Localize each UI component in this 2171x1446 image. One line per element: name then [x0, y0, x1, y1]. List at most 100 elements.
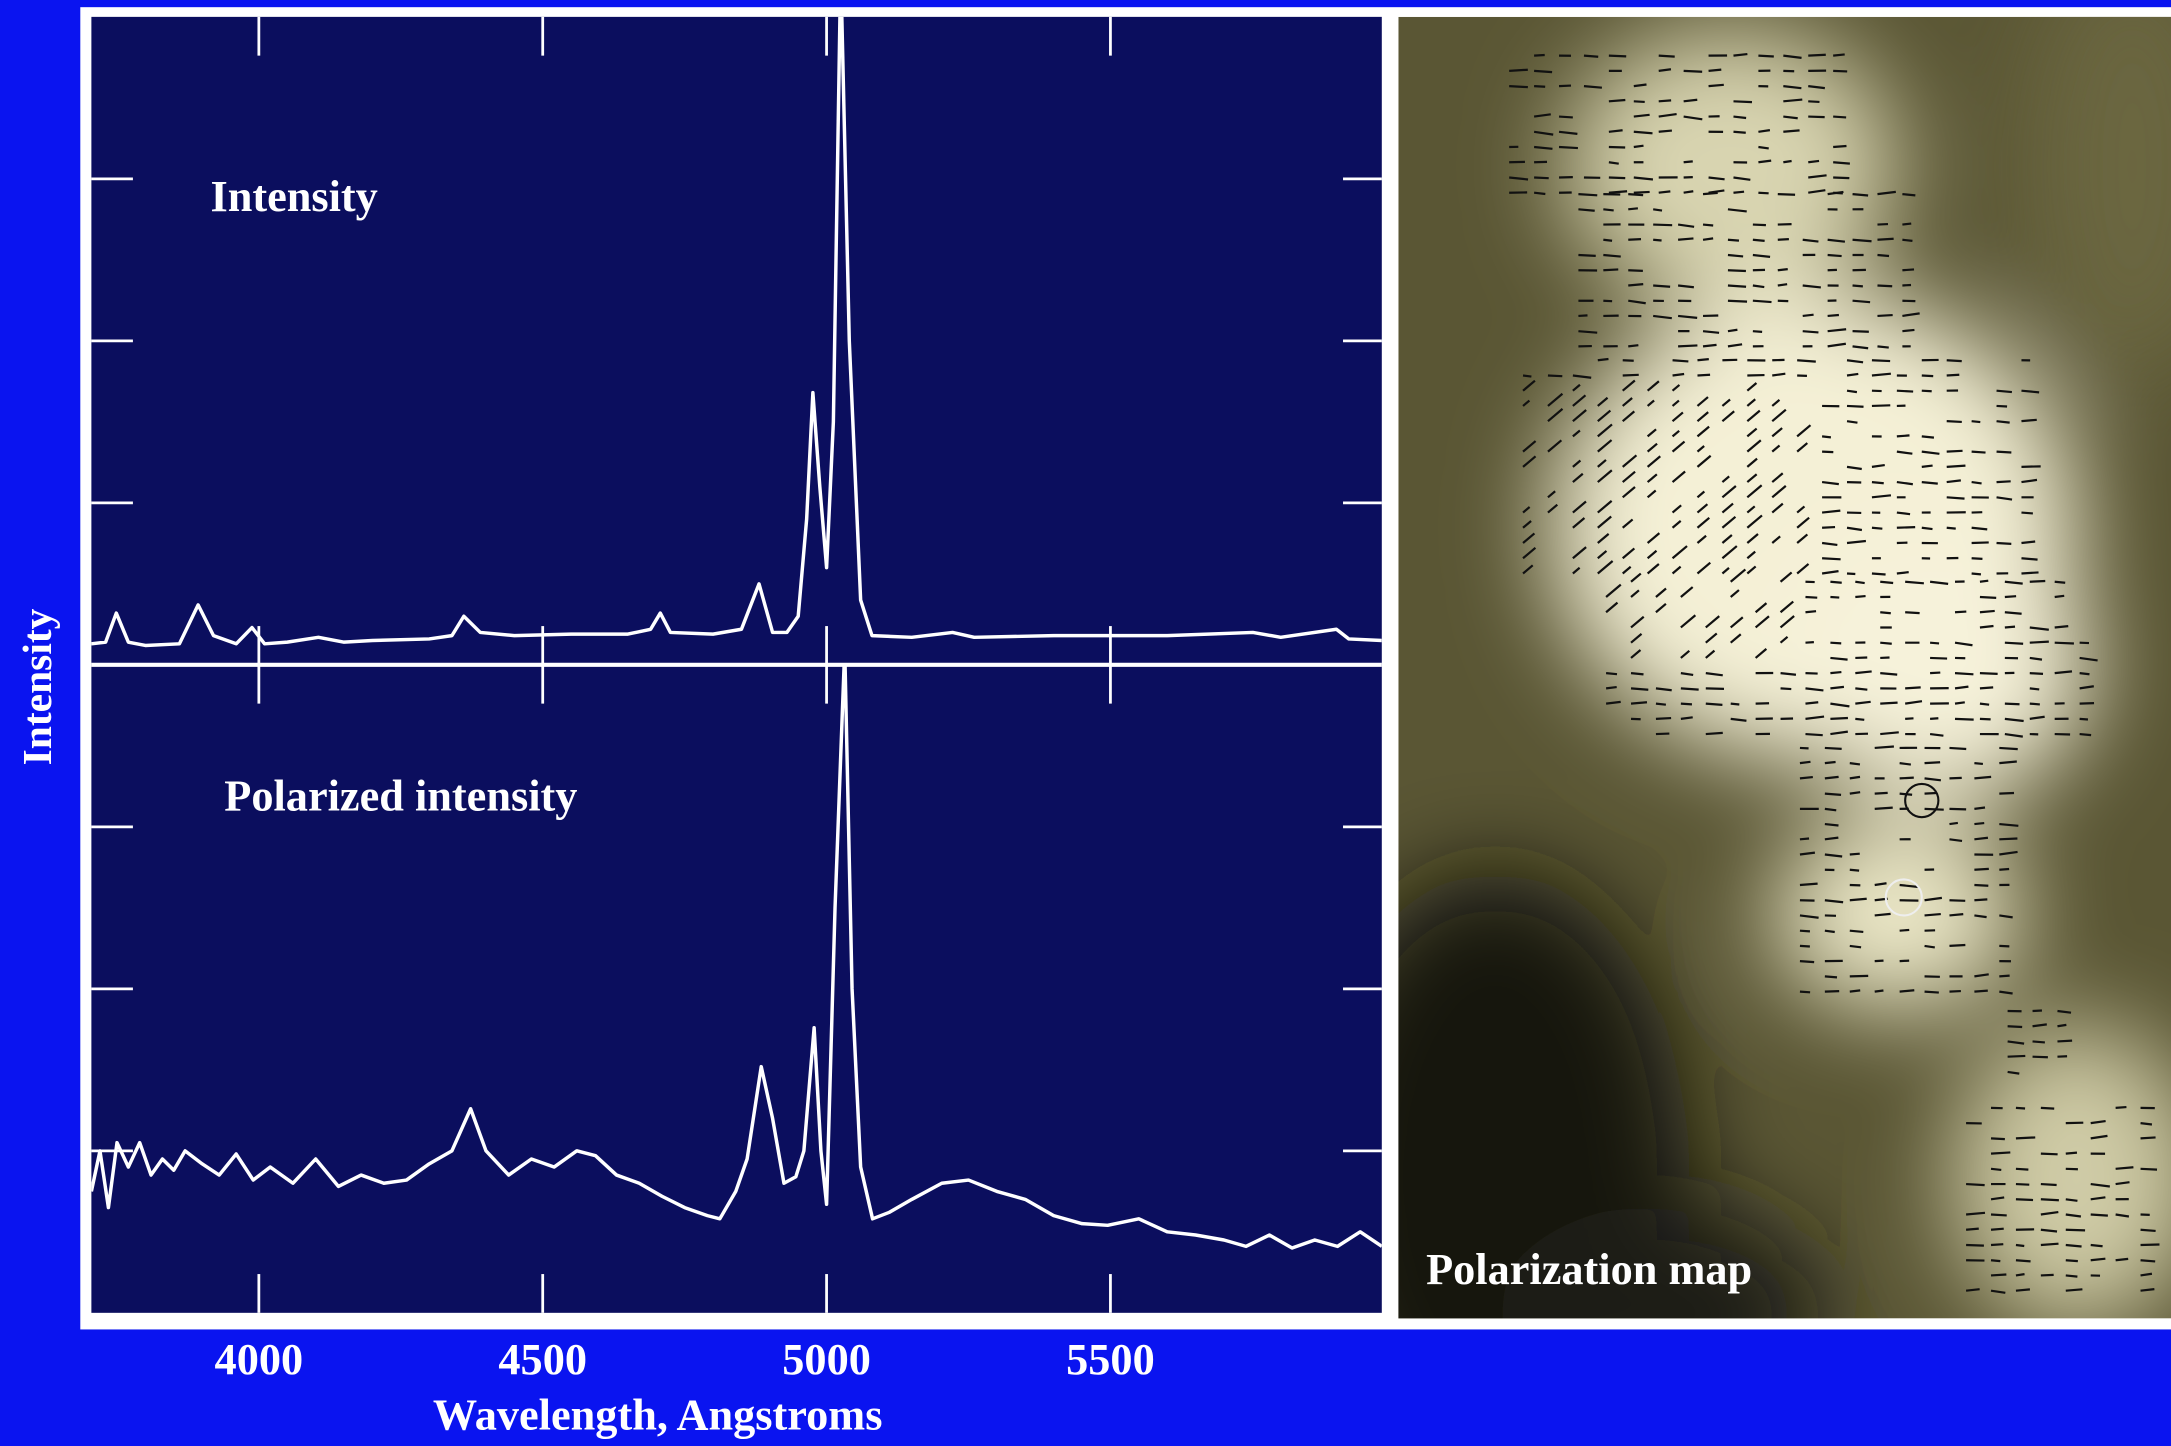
vector [1780, 672, 1797, 676]
vector [1597, 439, 1613, 453]
vector [1821, 541, 1838, 547]
vector [1727, 299, 1748, 303]
vector [1971, 480, 1982, 485]
vector [1999, 990, 2013, 995]
vector [1946, 449, 1963, 453]
vector [1633, 83, 1647, 88]
vector [1630, 672, 1644, 676]
vector [1924, 807, 1944, 811]
vector [1954, 610, 1967, 614]
vector [1796, 533, 1809, 544]
vector [1597, 533, 1610, 544]
vector [2021, 418, 2037, 423]
vector [1824, 853, 1843, 858]
vector [1621, 379, 1636, 392]
vector [1990, 1243, 2004, 1247]
vector [1572, 500, 1587, 514]
vector [1949, 838, 1963, 843]
vector [1921, 374, 1934, 378]
vector [1808, 100, 1820, 104]
vector [1830, 595, 1840, 599]
vector [2065, 1213, 2082, 1218]
vector [1603, 253, 1621, 258]
vector [1671, 565, 1682, 575]
vector [1871, 359, 1891, 363]
vector [1979, 624, 1994, 629]
vector [2079, 702, 2095, 705]
vector [1522, 374, 1532, 378]
panel-label: Intensity [210, 172, 377, 221]
vector [1824, 899, 1844, 904]
vector [1727, 208, 1747, 213]
shade [1398, 872, 1690, 1319]
vector [1899, 959, 1910, 963]
vector [1996, 541, 2012, 545]
vector [2004, 611, 2022, 615]
vector [1630, 615, 1645, 629]
vector [1671, 520, 1682, 529]
vector [2004, 580, 2023, 585]
vector [1628, 192, 1644, 197]
vector [1533, 130, 1554, 136]
vector [2004, 641, 2024, 645]
vector [1696, 425, 1710, 438]
vector [1833, 115, 1847, 119]
vector [1746, 457, 1758, 468]
vector [1697, 358, 1709, 362]
vector [1824, 760, 1836, 765]
vector [1733, 52, 1748, 57]
vector [1949, 989, 1961, 993]
vector [1999, 822, 2019, 827]
vector [1752, 253, 1771, 259]
vector [2054, 670, 2073, 675]
vector [1905, 611, 1920, 615]
vector [1808, 115, 1825, 119]
vector [1758, 145, 1769, 150]
vector [1930, 717, 1939, 720]
vector [1824, 822, 1839, 827]
vector [1578, 330, 1598, 334]
vector [1974, 973, 1989, 978]
vector [1603, 268, 1619, 272]
vector [1522, 546, 1537, 560]
x-tick-label: 5000 [782, 1335, 871, 1384]
vector [1833, 161, 1850, 165]
vector [1779, 600, 1794, 614]
vector [1905, 580, 1924, 585]
vector [1727, 284, 1747, 288]
vector [1680, 586, 1694, 598]
vector [1808, 189, 1826, 194]
vector [1771, 444, 1781, 453]
vector [1680, 649, 1691, 659]
vector [1721, 545, 1738, 560]
vector [1608, 129, 1623, 133]
vector [1572, 374, 1592, 379]
vector [1752, 223, 1766, 227]
vector [1628, 344, 1639, 348]
vector [1702, 223, 1714, 227]
vector [1677, 314, 1698, 319]
vector [1896, 511, 1911, 516]
vector [1672, 359, 1689, 363]
vector [1824, 975, 1838, 979]
vector [1680, 614, 1697, 629]
vector [1902, 192, 1916, 197]
vector [1974, 867, 1989, 871]
vector [2029, 579, 2046, 583]
vector [1796, 424, 1812, 438]
vector [1974, 806, 1986, 810]
vector [1653, 314, 1672, 320]
vector [1746, 533, 1759, 544]
vector [1946, 479, 1961, 484]
spectrum-line [91, 664, 1382, 1250]
vector [1597, 550, 1608, 560]
vector [2007, 1040, 2025, 1045]
vector [1671, 504, 1682, 514]
vector [1802, 238, 1819, 243]
vector [2054, 624, 2069, 629]
vector [1558, 115, 1573, 119]
vector [1721, 475, 1730, 483]
vector [1905, 686, 1921, 690]
vector [2079, 732, 2092, 737]
vector [1671, 429, 1680, 438]
